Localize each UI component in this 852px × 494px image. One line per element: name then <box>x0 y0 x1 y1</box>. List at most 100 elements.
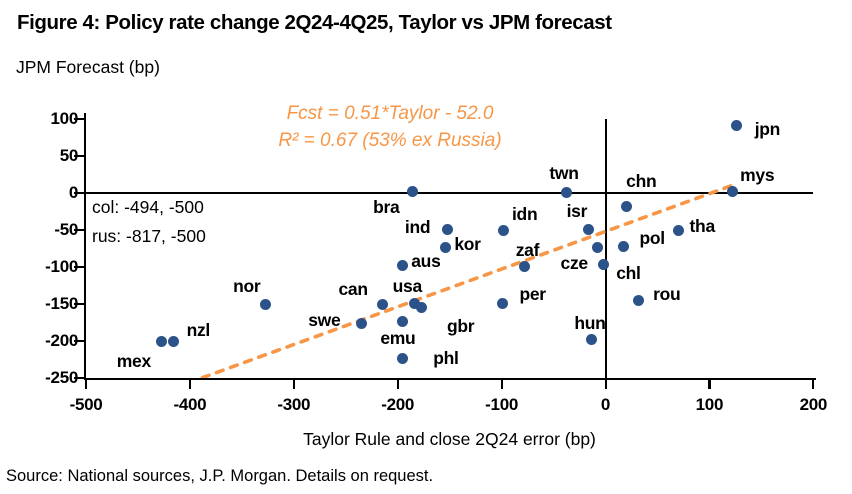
point-label-per: per <box>519 284 546 305</box>
x-tick-label: -200 <box>381 395 415 414</box>
x-tick-label: -100 <box>485 395 518 414</box>
y-tick-label: -250 <box>45 367 78 387</box>
x-tick-label: 200 <box>799 395 828 414</box>
point-label-phl: phl <box>433 347 459 368</box>
x-tick-label: 100 <box>695 395 724 414</box>
data-point-swe <box>355 317 367 329</box>
data-point-mys <box>726 185 738 197</box>
y-tick-label: -100 <box>45 256 78 276</box>
x-axis-tick <box>396 378 399 389</box>
outlier-note: col: -494, -500 rus: -817, -500 <box>92 193 206 251</box>
data-point-ind <box>442 223 454 235</box>
x-axis-tick <box>500 378 503 389</box>
point-label-jpn: jpn <box>754 118 781 139</box>
y-axis-tick <box>74 191 85 195</box>
point-label-nor: nor <box>233 275 261 296</box>
data-point-chn <box>620 201 632 213</box>
point-label-idn: idn <box>512 203 538 224</box>
x-axis-line <box>83 377 816 380</box>
y-tick-label: -200 <box>45 330 78 350</box>
regression-equation: Fcst = 0.51*Taylor - 52.0 <box>286 103 494 124</box>
y-axis-tick <box>74 376 85 379</box>
x-axis-title: Taylor Rule and close 2Q24 error (bp) <box>303 429 596 449</box>
data-point-phl <box>397 353 409 365</box>
outlier-note-rus: rus: -817, -500 <box>92 226 206 246</box>
data-point-nor <box>260 299 272 311</box>
point-label-usa: usa <box>392 275 423 296</box>
x-axis-tick <box>604 378 607 389</box>
outlier-note-col: col: -494, -500 <box>92 197 204 217</box>
y-tick-label: 100 <box>50 109 79 128</box>
y-axis-tick <box>74 265 85 269</box>
data-point-emu <box>397 316 409 328</box>
data-point-kor <box>439 242 451 254</box>
data-point-twn <box>560 186 572 198</box>
point-label-twn: twn <box>549 163 579 184</box>
point-label-pol: pol <box>639 227 665 248</box>
x-axis-tick <box>85 378 88 389</box>
point-label-bra: bra <box>373 197 400 218</box>
x-tick-label: -500 <box>69 395 103 414</box>
data-point-cze <box>591 242 603 254</box>
point-label-gbr: gbr <box>446 315 475 336</box>
data-point-pol <box>617 241 629 253</box>
zero-horizontal-line <box>86 191 814 194</box>
point-label-can: can <box>338 278 368 299</box>
y-tick-label: 0 <box>68 182 78 202</box>
data-point-aus <box>397 259 409 271</box>
y-axis-title: JPM Forecast (bp) <box>16 57 160 77</box>
y-axis-tick <box>74 154 85 158</box>
point-label-nzl: nzl <box>186 319 211 340</box>
data-point-chl <box>597 259 609 271</box>
point-label-tha: tha <box>689 215 716 236</box>
point-label-kor: kor <box>454 233 481 254</box>
x-tick-label: -400 <box>173 395 207 414</box>
point-label-chn: chn <box>626 170 657 191</box>
point-label-zaf: zaf <box>515 239 540 260</box>
point-label-hun: hun <box>574 313 606 334</box>
x-axis-tick <box>188 378 192 389</box>
data-point-can <box>376 299 388 311</box>
point-label-isr: isr <box>566 201 588 222</box>
data-point-tha <box>672 225 684 237</box>
data-point-usa <box>408 298 420 310</box>
source-note: Source: National sources, J.P. Morgan. D… <box>6 467 434 485</box>
x-axis-tick <box>292 378 295 389</box>
point-label-aus: aus <box>411 251 441 272</box>
data-point-mex <box>156 336 168 348</box>
point-label-emu: emu <box>380 327 416 348</box>
zero-vertical-line <box>604 119 607 378</box>
data-point-per <box>497 297 509 309</box>
point-label-cze: cze <box>560 252 589 273</box>
x-tick-label: -300 <box>277 395 311 414</box>
x-axis-tick <box>708 378 711 389</box>
point-label-mex: mex <box>116 350 151 371</box>
data-point-zaf <box>518 261 530 273</box>
y-axis-line <box>83 113 86 380</box>
x-tick-label: 0 <box>600 395 611 414</box>
data-point-jpn <box>730 120 742 132</box>
data-point-rou <box>633 295 645 307</box>
point-label-swe: swe <box>308 310 341 331</box>
figure-title: Figure 4: Policy rate change 2Q24-4Q25, … <box>17 11 612 34</box>
x-axis-tick <box>812 378 815 389</box>
y-tick-label: 50 <box>59 145 79 165</box>
point-label-mys: mys <box>740 165 775 186</box>
r-squared-note: R² = 0.67 (53% ex Russia) <box>278 130 502 151</box>
point-label-ind: ind <box>404 217 431 238</box>
y-axis-tick <box>74 118 85 121</box>
point-label-chl: chl <box>616 262 641 283</box>
regression-annotation: Fcst = 0.51*Taylor - 52.0 R² = 0.67 (53%… <box>200 100 580 154</box>
data-point-gbr <box>416 302 428 314</box>
data-point-idn <box>498 225 510 237</box>
y-axis-tick <box>74 339 85 343</box>
y-tick-label: -150 <box>45 293 78 313</box>
data-point-hun <box>586 333 598 345</box>
y-axis-tick <box>74 302 85 306</box>
data-point-bra <box>406 185 418 197</box>
y-tick-label: -50 <box>54 219 78 239</box>
data-point-nzl <box>167 336 179 348</box>
point-label-rou: rou <box>653 283 681 304</box>
y-axis-tick <box>74 228 85 232</box>
